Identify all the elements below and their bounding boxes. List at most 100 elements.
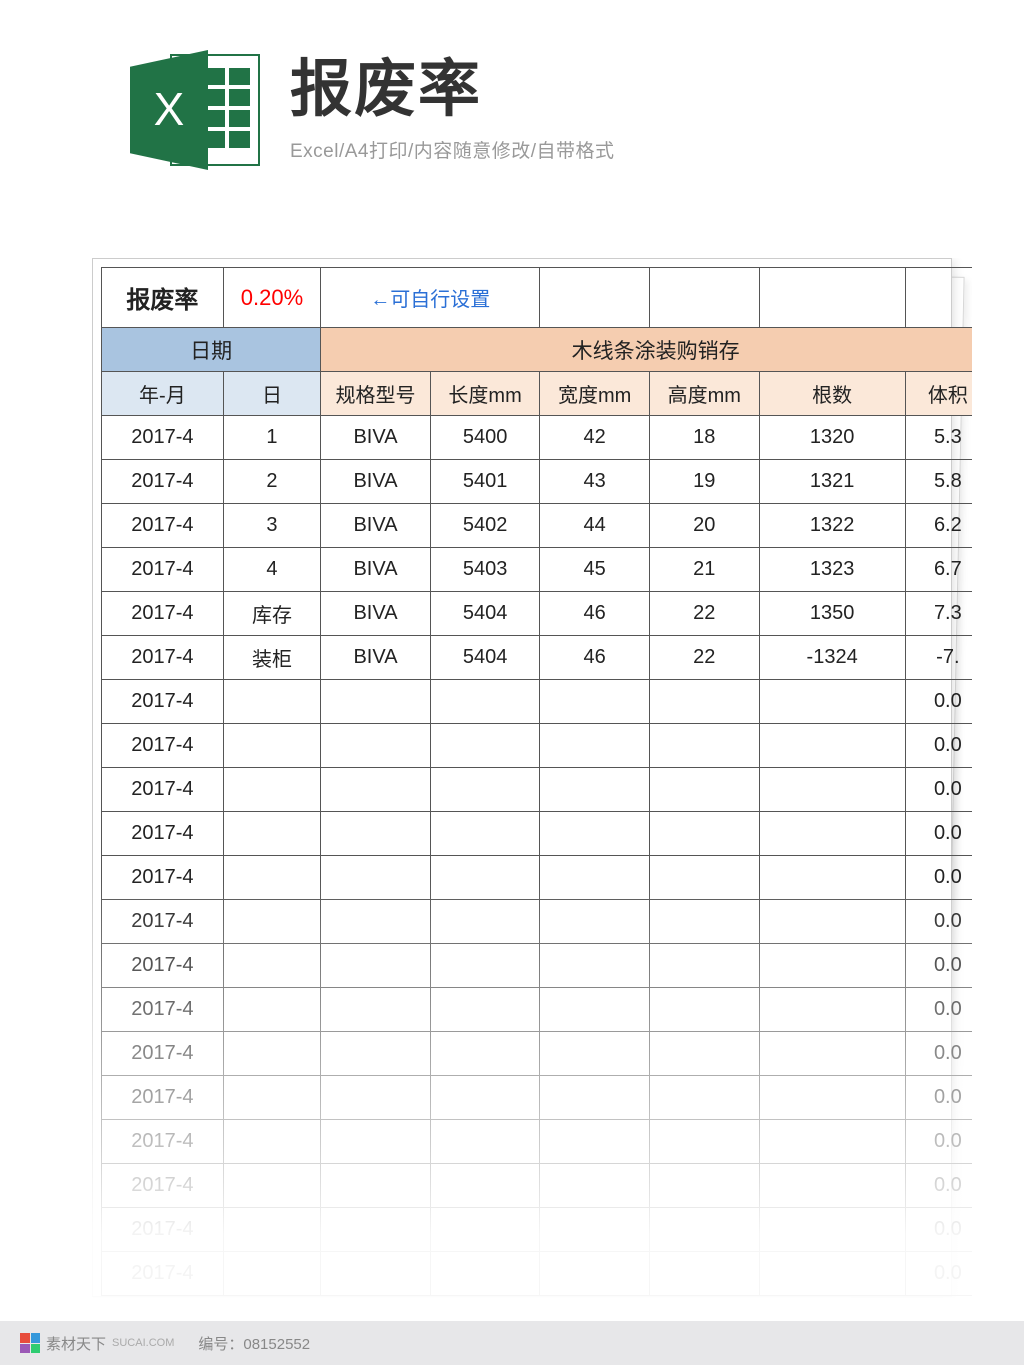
data-table: 报废率0.20%←可自行设置日期木线条涂装购销存年-月日规格型号长度mm宽度mm… bbox=[101, 267, 972, 1296]
cell-hei: 22 bbox=[649, 592, 759, 636]
cell-qty bbox=[759, 1120, 905, 1164]
cell-ym: 2017-4 bbox=[102, 812, 224, 856]
cell-hei: 19 bbox=[649, 460, 759, 504]
cell-hei: 18 bbox=[649, 416, 759, 460]
cell-spec bbox=[321, 1032, 431, 1076]
cell-d bbox=[223, 1120, 320, 1164]
cell-len bbox=[430, 900, 540, 944]
col-header-wid: 宽度mm bbox=[540, 372, 650, 416]
footer-id: 编号：08152552 bbox=[198, 1333, 310, 1354]
cell-wid bbox=[540, 680, 650, 724]
table-row: 2017-40.0 bbox=[102, 1120, 973, 1164]
cell-vol: 5.3 bbox=[905, 416, 972, 460]
cell-len bbox=[430, 1076, 540, 1120]
footer-logo: 素材天下 SUCAI.COM bbox=[20, 1333, 174, 1354]
footer-brand: 素材天下 bbox=[46, 1333, 106, 1354]
col-header-ym: 年-月 bbox=[102, 372, 224, 416]
cell-vol: 0.0 bbox=[905, 856, 972, 900]
cell-qty: 1323 bbox=[759, 548, 905, 592]
cell-hei bbox=[649, 1252, 759, 1296]
cell-spec bbox=[321, 1076, 431, 1120]
cell-ym: 2017-4 bbox=[102, 988, 224, 1032]
cell-qty bbox=[759, 900, 905, 944]
cell-wid bbox=[540, 1076, 650, 1120]
cell-wid bbox=[540, 1120, 650, 1164]
table-row: 2017-43BIVA5402442013226.2 bbox=[102, 504, 973, 548]
cell-qty bbox=[759, 812, 905, 856]
empty-cell bbox=[649, 268, 759, 328]
cell-qty bbox=[759, 1252, 905, 1296]
cell-qty bbox=[759, 1208, 905, 1252]
group-header-date: 日期 bbox=[102, 328, 321, 372]
cell-wid bbox=[540, 900, 650, 944]
table-row: 2017-4 0.0 bbox=[102, 768, 973, 812]
cell-d: 装柜 bbox=[223, 636, 320, 680]
col-header-d: 日 bbox=[223, 372, 320, 416]
cell-vol: 0.0 bbox=[905, 1032, 972, 1076]
table-row: 2017-4库存BIVA5404462213507.3 bbox=[102, 592, 973, 636]
cell-spec bbox=[321, 724, 431, 768]
table-row: 2017-40.0 bbox=[102, 1164, 973, 1208]
cell-wid bbox=[540, 944, 650, 988]
cell-qty: 1320 bbox=[759, 416, 905, 460]
cell-wid bbox=[540, 1032, 650, 1076]
cell-vol: 0.0 bbox=[905, 988, 972, 1032]
cell-ym: 2017-4 bbox=[102, 1076, 224, 1120]
cell-qty bbox=[759, 724, 905, 768]
col-header-spec: 规格型号 bbox=[321, 372, 431, 416]
cell-qty bbox=[759, 1032, 905, 1076]
cell-ym: 2017-4 bbox=[102, 900, 224, 944]
cell-vol: 7.3 bbox=[905, 592, 972, 636]
cell-ym: 2017-4 bbox=[102, 768, 224, 812]
cell-ym: 2017-4 bbox=[102, 680, 224, 724]
cell-hei: 20 bbox=[649, 504, 759, 548]
cell-hei bbox=[649, 812, 759, 856]
cell-ym: 2017-4 bbox=[102, 504, 224, 548]
cell-len: 5400 bbox=[430, 416, 540, 460]
cell-vol: 0.0 bbox=[905, 1252, 972, 1296]
cell-qty bbox=[759, 944, 905, 988]
cell-wid: 42 bbox=[540, 416, 650, 460]
cell-d bbox=[223, 1252, 320, 1296]
table-row: 2017-40.0 bbox=[102, 724, 973, 768]
cell-vol: 6.7 bbox=[905, 548, 972, 592]
cell-qty bbox=[759, 988, 905, 1032]
table-row: 2017-4 0.0 bbox=[102, 988, 973, 1032]
cell-len: 5403 bbox=[430, 548, 540, 592]
cell-spec bbox=[321, 944, 431, 988]
cell-len: 5401 bbox=[430, 460, 540, 504]
cell-hei bbox=[649, 1164, 759, 1208]
cell-len bbox=[430, 944, 540, 988]
cell-vol: 0.0 bbox=[905, 944, 972, 988]
cell-hei bbox=[649, 944, 759, 988]
cell-qty bbox=[759, 856, 905, 900]
table-row: 2017-4装柜BIVA54044622-1324-7. bbox=[102, 636, 973, 680]
cell-vol: 0.0 bbox=[905, 680, 972, 724]
cell-d: 1 bbox=[223, 416, 320, 460]
cell-hei bbox=[649, 724, 759, 768]
cell-spec: BIVA bbox=[321, 504, 431, 548]
cell-hei: 22 bbox=[649, 636, 759, 680]
cell-d: 2 bbox=[223, 460, 320, 504]
cell-vol: 0.0 bbox=[905, 768, 972, 812]
cell-qty: 1321 bbox=[759, 460, 905, 504]
table-row: 2017-40.0 bbox=[102, 1208, 973, 1252]
cell-ym: 2017-4 bbox=[102, 592, 224, 636]
cell-qty: -1324 bbox=[759, 636, 905, 680]
table-row: 2017-4 0.0 bbox=[102, 680, 973, 724]
cell-hei bbox=[649, 680, 759, 724]
cell-vol: 0.0 bbox=[905, 1208, 972, 1252]
cell-qty bbox=[759, 680, 905, 724]
spreadsheet-preview: 报废率0.20%←可自行设置日期木线条涂装购销存年-月日规格型号长度mm宽度mm… bbox=[92, 258, 972, 1298]
cell-qty bbox=[759, 768, 905, 812]
cell-d bbox=[223, 1208, 320, 1252]
note-cell: ←可自行设置 bbox=[321, 268, 540, 328]
cell-len: 5402 bbox=[430, 504, 540, 548]
cell-len bbox=[430, 1208, 540, 1252]
cell-hei bbox=[649, 856, 759, 900]
cell-vol: -7. bbox=[905, 636, 972, 680]
cell-wid bbox=[540, 1208, 650, 1252]
cell-wid: 46 bbox=[540, 636, 650, 680]
group-header-main: 木线条涂装购销存 bbox=[321, 328, 972, 372]
cell-len: 5404 bbox=[430, 592, 540, 636]
